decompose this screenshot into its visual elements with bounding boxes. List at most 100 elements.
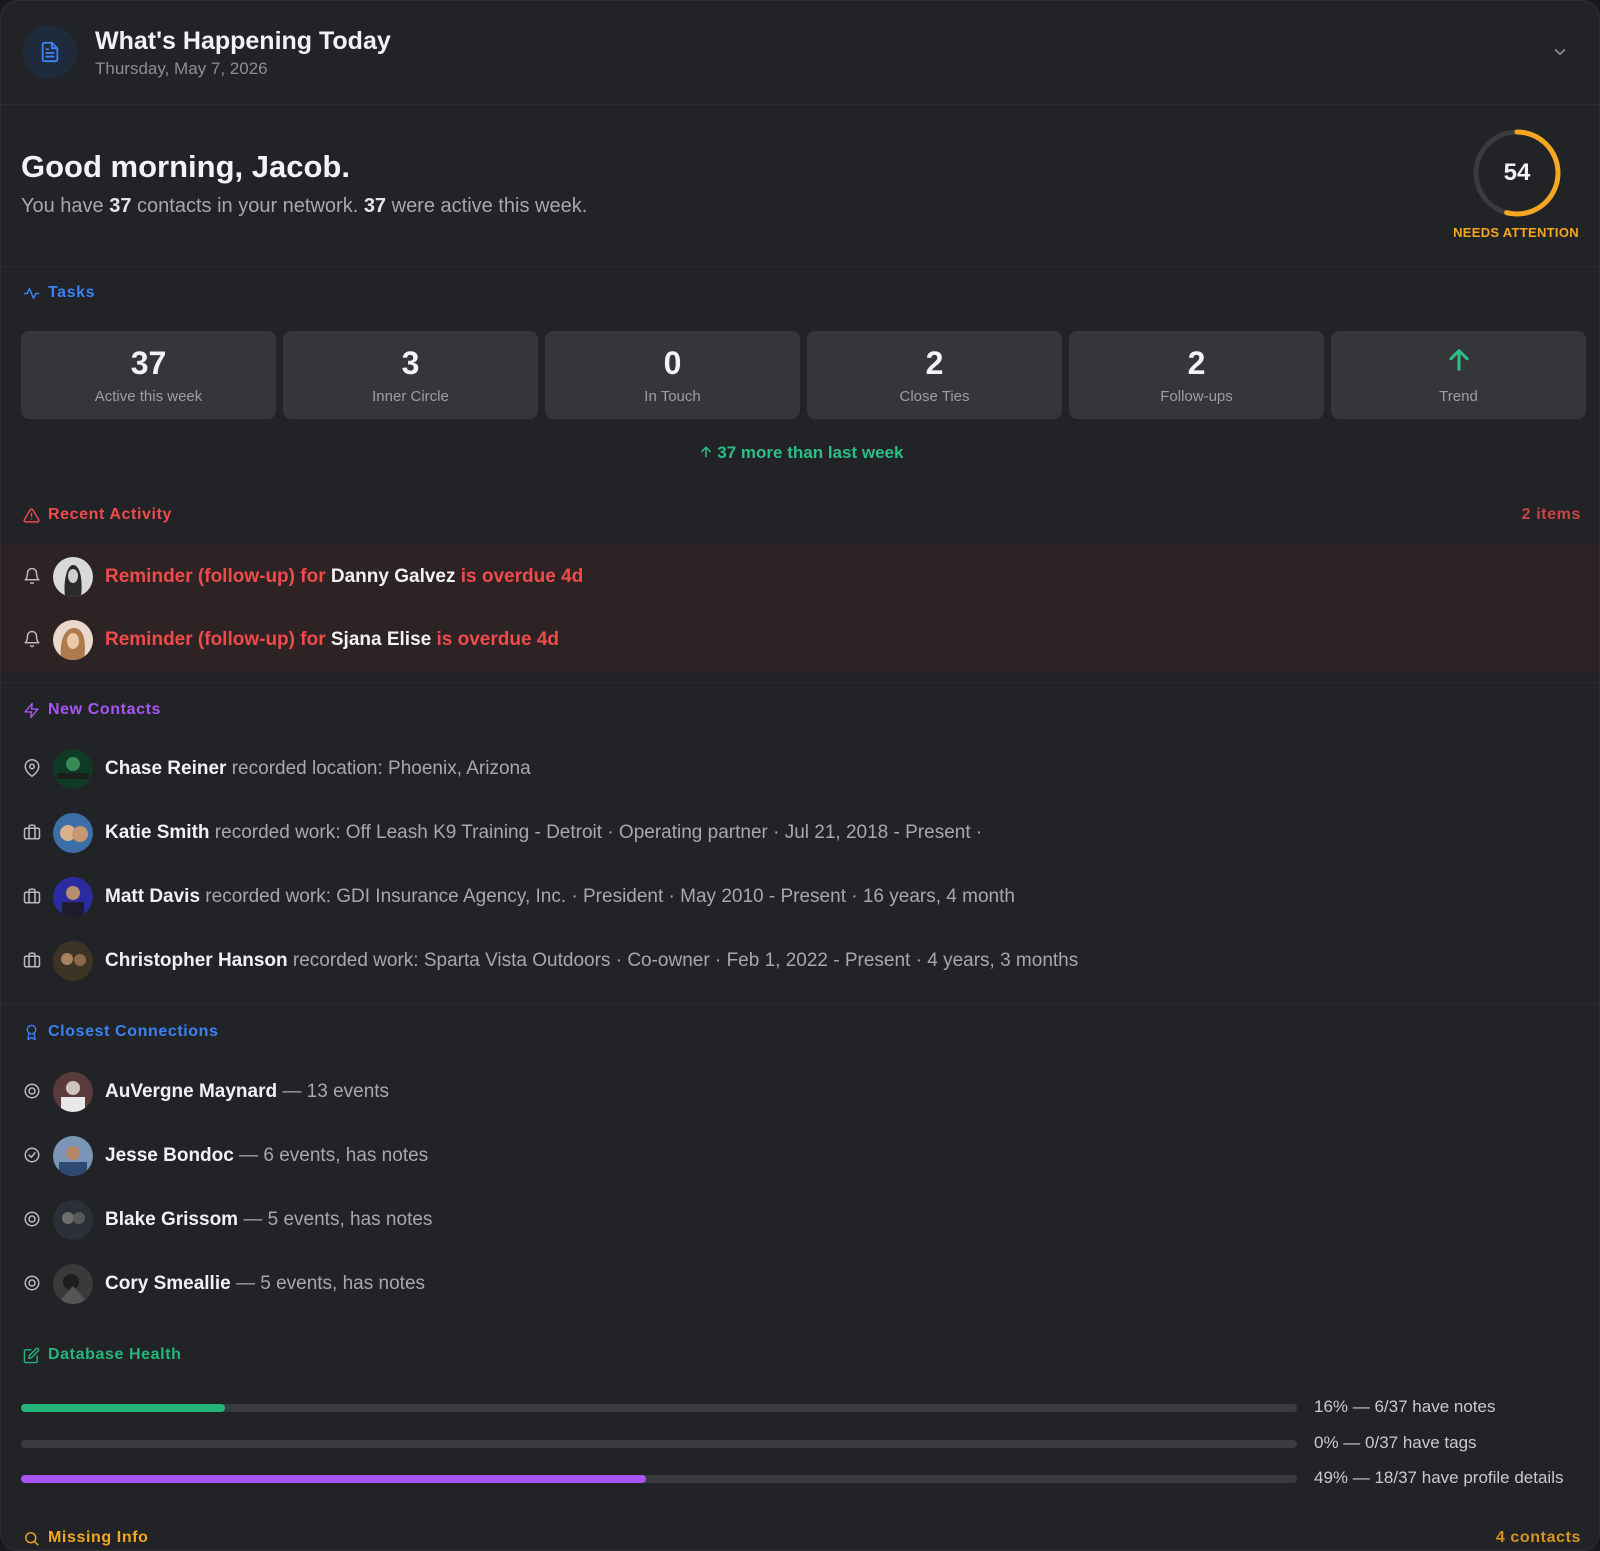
avatar	[53, 1200, 93, 1240]
connection-text: Blake Grissom — 5 events, has notes	[105, 1209, 432, 1231]
database-health-heading: Database Health	[23, 1346, 182, 1364]
reminder-text: Reminder (follow-up) for Sjana Elise is …	[105, 629, 559, 651]
closest-connections-heading: Closest Connections	[23, 1023, 219, 1041]
health-bar-notes	[21, 1404, 1297, 1412]
recent-activity-count: 2 items	[1521, 506, 1581, 523]
list-item[interactable]: Reminder (follow-up) for Sjana Elise is …	[1, 618, 1599, 662]
edit-icon	[23, 1347, 40, 1363]
connection-detail: — 5 events, has notes	[230, 1273, 426, 1294]
list-item[interactable]: Christopher Hanson recorded work: Sparta…	[1, 939, 1599, 983]
contact-name[interactable]: Danny Galvez	[330, 566, 456, 587]
reminder-prefix: Reminder (follow-up) for	[105, 629, 331, 650]
attention-label: NEEDS ATTENTION	[1453, 225, 1579, 240]
contact-name[interactable]: Chase Reiner	[105, 758, 227, 779]
missing-info-label: Missing Info	[48, 1529, 149, 1546]
reminder-text: Reminder (follow-up) for Danny Galvez is…	[105, 566, 583, 588]
contact-name[interactable]: Christopher Hanson	[105, 950, 288, 971]
stat-in-touch[interactable]: 0 In Touch	[545, 331, 800, 419]
event-detail: recorded work: Sparta Vista Outdoors · C…	[287, 950, 1079, 971]
stat-follow-ups[interactable]: 2 Follow-ups	[1069, 331, 1324, 419]
contact-event-text: Matt Davis recorded work: GDI Insurance …	[105, 886, 1015, 908]
contact-event-text: Christopher Hanson recorded work: Sparta…	[105, 950, 1078, 972]
avatar	[53, 557, 93, 597]
connection-detail: — 5 events, has notes	[238, 1209, 433, 1230]
event-detail: recorded work: GDI Insurance Agency, Inc…	[200, 886, 1015, 907]
arrow-up-icon	[700, 446, 711, 458]
database-health-label: Database Health	[48, 1346, 182, 1363]
panel-header[interactable]: What's Happening Today Thursday, May 7, …	[1, 1, 1599, 105]
summary-text: contacts in your network.	[131, 195, 364, 217]
health-bar-fill	[21, 1475, 647, 1483]
attention-score: 54	[1503, 159, 1531, 186]
stat-trend[interactable]: Trend	[1331, 331, 1586, 419]
stat-active-this-week[interactable]: 37 Active this week	[21, 331, 276, 419]
avatar	[53, 813, 93, 853]
contact-name[interactable]: Jesse Bondoc	[105, 1145, 234, 1166]
stat-value: 3	[401, 345, 420, 381]
connection-text: AuVergne Maynard — 13 events	[105, 1081, 389, 1103]
list-item[interactable]: AuVergne Maynard — 13 events	[1, 1070, 1599, 1114]
avatar	[53, 749, 93, 789]
stat-label: Close Ties	[899, 388, 970, 405]
list-item[interactable]: Katie Smith recorded work: Off Leash K9 …	[1, 811, 1599, 855]
tasks-heading-label: Tasks	[48, 284, 96, 301]
health-bar-fill	[21, 1404, 226, 1412]
event-detail: recorded work: Off Leash K9 Training - D…	[209, 822, 983, 843]
stat-value: 37	[130, 345, 167, 381]
stat-label: In Touch	[644, 388, 701, 405]
list-item[interactable]: Jesse Bondoc — 6 events, has notes	[1, 1134, 1599, 1178]
stat-inner-circle[interactable]: 3 Inner Circle	[283, 331, 538, 419]
bell-icon	[23, 630, 43, 650]
list-item[interactable]: Reminder (follow-up) for Danny Galvez is…	[1, 555, 1599, 599]
reminder-prefix: Reminder (follow-up) for	[105, 566, 331, 587]
alert-triangle-icon	[23, 507, 40, 523]
list-item[interactable]: Matt Davis recorded work: GDI Insurance …	[1, 875, 1599, 919]
avatar	[53, 620, 93, 660]
attention-ring-arc	[1473, 129, 1561, 217]
health-bar-profile	[21, 1475, 1297, 1483]
stat-label: Trend	[1439, 388, 1478, 405]
stat-close-ties[interactable]: 2 Close Ties	[807, 331, 1062, 419]
health-label-notes: 16% — 6/37 have notes	[1314, 1397, 1496, 1416]
stat-label: Follow-ups	[1160, 388, 1233, 405]
contact-event-text: Katie Smith recorded work: Off Leash K9 …	[105, 822, 982, 844]
stat-label: Active this week	[94, 388, 203, 405]
divider	[1, 1004, 1599, 1005]
contact-name[interactable]: AuVergne Maynard	[105, 1081, 278, 1102]
arrow-up-icon	[1331, 345, 1586, 383]
missing-info-count: 4 contacts	[1495, 1529, 1581, 1546]
avatar	[53, 1136, 93, 1176]
avatar	[53, 1264, 93, 1304]
activity-icon	[23, 287, 40, 299]
contact-name[interactable]: Blake Grissom	[105, 1209, 239, 1230]
stat-value: 0	[663, 345, 682, 381]
active-count: 37	[363, 195, 387, 217]
contact-name[interactable]: Cory Smeallie	[105, 1273, 231, 1294]
list-item[interactable]: Chase Reiner recorded location: Phoenix,…	[1, 747, 1599, 791]
summary-text: You have	[21, 195, 110, 217]
avatar	[53, 877, 93, 917]
panel-title: What's Happening Today	[95, 27, 391, 55]
contact-name[interactable]: Sjana Elise	[330, 629, 432, 650]
badge-icon	[23, 1274, 43, 1294]
document-icon	[23, 25, 77, 79]
recent-activity-label: Recent Activity	[48, 506, 172, 523]
network-summary: You have 37 contacts in your network. 37…	[21, 195, 587, 218]
health-label-tags: 0% — 0/37 have tags	[1314, 1433, 1477, 1452]
contact-event-text: Chase Reiner recorded location: Phoenix,…	[105, 758, 531, 780]
chevron-down-icon[interactable]	[1549, 41, 1571, 63]
connection-detail: — 6 events, has notes	[233, 1145, 429, 1166]
attention-ring[interactable]: 54	[1471, 127, 1563, 219]
connection-detail: — 13 events	[277, 1081, 390, 1102]
trend-text: 37 more than last week	[717, 443, 904, 462]
list-item[interactable]: Cory Smeallie — 5 events, has notes	[1, 1262, 1599, 1306]
bell-icon	[23, 567, 43, 587]
contact-name[interactable]: Katie Smith	[105, 822, 210, 843]
badge-icon	[23, 1210, 43, 1230]
new-contacts-label: New Contacts	[48, 701, 161, 718]
list-item[interactable]: Blake Grissom — 5 events, has notes	[1, 1198, 1599, 1242]
lightning-icon	[24, 702, 39, 718]
health-bar-tags	[21, 1440, 1297, 1448]
contact-name[interactable]: Matt Davis	[105, 886, 201, 907]
